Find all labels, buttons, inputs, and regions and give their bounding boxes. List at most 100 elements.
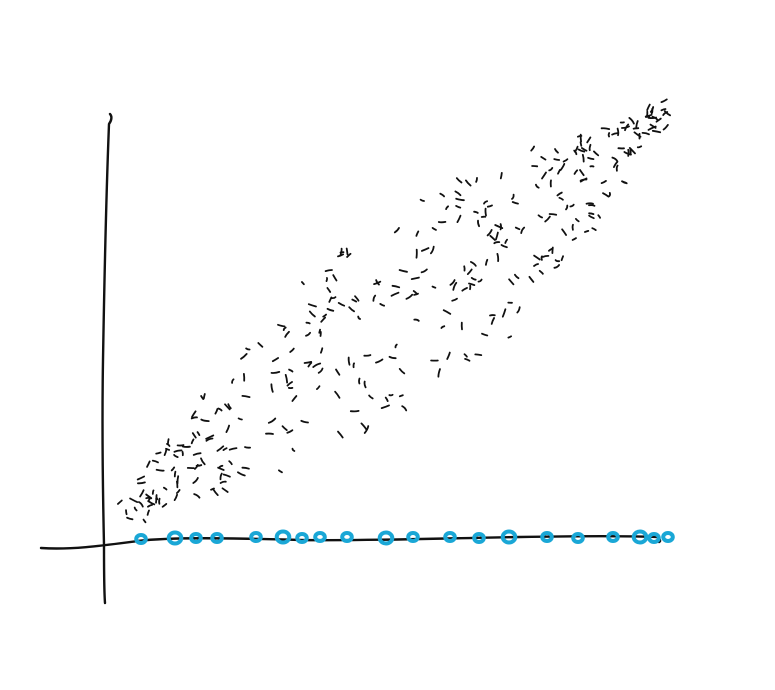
projected-point — [295, 532, 309, 544]
y-axis — [101, 112, 113, 605]
cloud-dash — [514, 273, 520, 280]
cloud-dash — [161, 503, 168, 508]
cloud-dash — [281, 425, 288, 431]
cloud-dash — [200, 395, 205, 400]
cloud-dash — [655, 117, 662, 123]
cloud-dash — [528, 275, 535, 283]
cloud-dash — [588, 212, 595, 215]
cloud-dash — [511, 201, 519, 205]
cloud-dash — [142, 518, 147, 524]
cloud-dash — [240, 353, 248, 360]
cloud-dash — [579, 178, 588, 182]
cloud-dash — [176, 489, 181, 494]
cloud-dash — [401, 405, 408, 412]
cloud-dash — [662, 124, 669, 131]
cloud-dash — [440, 325, 446, 329]
cloud-dash — [237, 471, 246, 477]
cloud-dash — [325, 277, 328, 282]
cloud-dash — [500, 244, 508, 249]
cloud-dash — [328, 296, 333, 303]
projected-point — [406, 531, 420, 543]
cloud-dash — [558, 196, 564, 201]
cloud-dash — [470, 261, 477, 267]
cloud-dash — [222, 473, 231, 478]
cloud-dash — [191, 432, 197, 439]
cloud-dash — [538, 269, 544, 275]
cloud-dash — [430, 245, 435, 255]
cloud-dash — [147, 504, 153, 508]
cloud-dash — [173, 493, 178, 501]
cloud-dash — [146, 509, 150, 516]
cloud-dash — [455, 197, 465, 202]
cloud-dash — [267, 417, 277, 424]
cloud-dash — [516, 306, 521, 314]
cloud-dash — [163, 448, 168, 456]
cloud-dash — [645, 115, 651, 118]
cloud-dash — [442, 309, 452, 315]
cloud-dash — [660, 98, 668, 103]
cloud-dash — [477, 278, 483, 283]
cloud-dash — [335, 368, 341, 376]
cloud-dash — [535, 183, 540, 189]
cloud-dash — [307, 303, 317, 308]
cloud-dash — [468, 282, 476, 286]
cloud-dash — [368, 394, 374, 400]
cloud-dash — [196, 431, 201, 436]
cloud-dash — [316, 385, 321, 390]
cloud-dash — [337, 430, 344, 439]
cloud-dash — [579, 169, 585, 177]
cloud-dash — [413, 292, 419, 296]
cloud-dash — [190, 438, 195, 445]
cloud-dash — [137, 481, 146, 485]
cloud-dash — [388, 393, 394, 397]
cloud-dash — [579, 141, 583, 147]
cloud-dash — [138, 501, 144, 508]
cloud-dash — [439, 192, 445, 198]
cloud-dash — [312, 362, 322, 368]
cloud-dash — [533, 254, 541, 261]
cloud-dash — [591, 227, 597, 231]
cloud-dash — [587, 156, 595, 160]
cloud-dash — [284, 330, 290, 338]
cloud-dash — [588, 204, 596, 207]
cloud-dash — [473, 210, 479, 214]
cloud-dash — [173, 449, 183, 453]
cloud-dash — [284, 374, 288, 384]
cloud-dash — [352, 362, 355, 369]
cloud-dash — [289, 347, 295, 353]
cloud-dash — [173, 454, 179, 458]
cloud-dash — [548, 213, 558, 216]
cloud-dash — [449, 279, 456, 286]
cloud-dash — [375, 358, 384, 364]
cloud-dash — [117, 499, 123, 505]
cloud-dash — [420, 268, 428, 274]
cloud-dash — [584, 230, 590, 233]
projected-point — [313, 531, 327, 543]
cloud-dash — [504, 238, 508, 244]
projected-point — [210, 532, 224, 544]
cloud-dash — [581, 153, 585, 163]
cloud-dash — [380, 404, 390, 409]
cloud-dash — [493, 241, 501, 245]
cloud-dash — [541, 171, 547, 180]
projected-point — [647, 532, 661, 544]
cloud-dash — [499, 172, 503, 180]
cloud-dash — [663, 110, 671, 117]
cloud-dash — [155, 468, 165, 472]
cloud-dash — [320, 316, 326, 323]
cloud-dash — [394, 343, 398, 349]
cloud-dash — [405, 293, 414, 300]
projected-point — [340, 531, 354, 543]
cloud-dash — [431, 227, 437, 231]
cloud-dash — [600, 127, 611, 130]
cloud-dash — [410, 276, 420, 280]
cloud-dash — [485, 258, 489, 266]
cloud-dash — [192, 452, 202, 456]
cloud-dash — [635, 120, 639, 128]
cloud-dash — [345, 247, 349, 256]
cloud-dash — [334, 390, 341, 399]
cloud-dash — [483, 200, 488, 205]
cloud-dash — [192, 477, 199, 484]
cloud-dash — [375, 279, 380, 286]
